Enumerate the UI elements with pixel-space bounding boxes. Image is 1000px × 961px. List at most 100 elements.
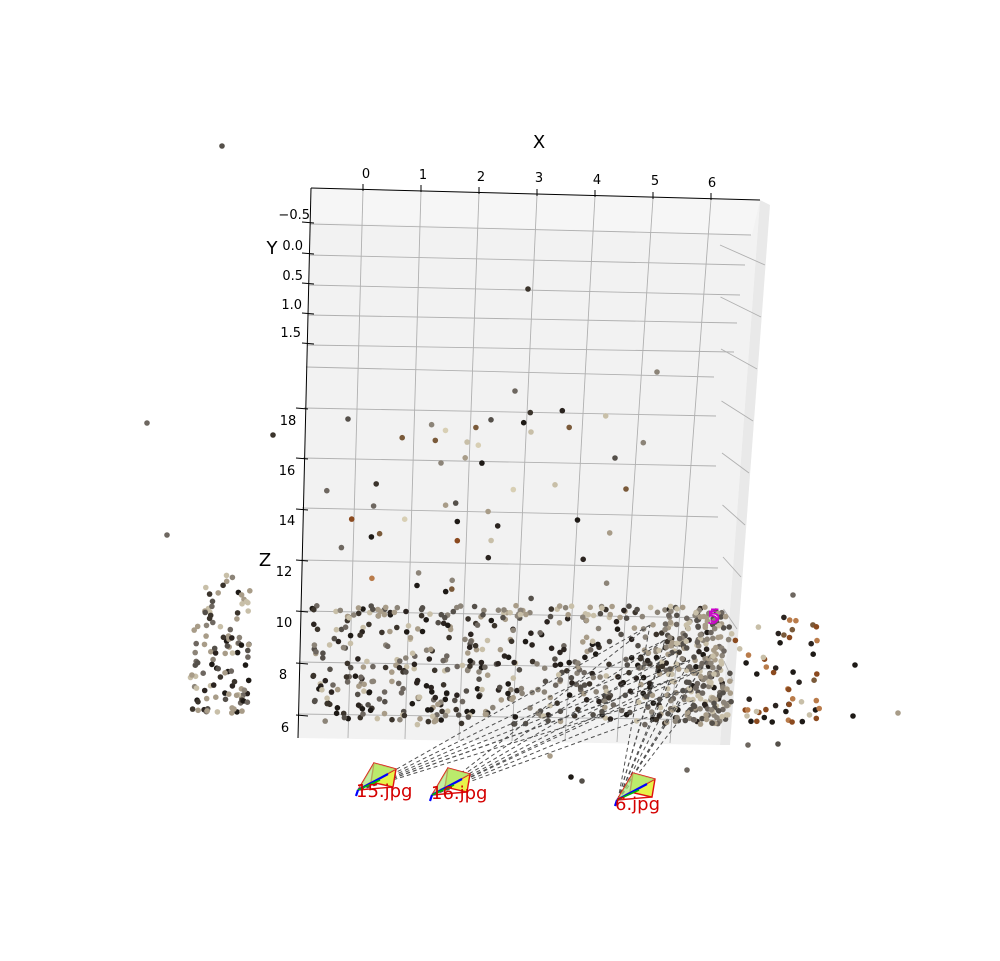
point <box>467 658 474 664</box>
point <box>465 650 471 656</box>
point <box>360 711 366 717</box>
point <box>724 686 730 692</box>
feature-markers: 5 5 <box>707 605 721 629</box>
point <box>603 580 610 586</box>
point <box>813 715 820 722</box>
point <box>194 660 201 666</box>
point <box>716 622 722 629</box>
point <box>452 697 458 704</box>
marker-label: 5 <box>707 607 719 629</box>
point <box>702 604 708 610</box>
point <box>673 621 680 628</box>
point <box>466 644 473 651</box>
point <box>798 699 805 705</box>
point <box>311 698 318 705</box>
point <box>343 674 350 680</box>
point <box>462 455 469 461</box>
point <box>438 717 445 723</box>
point <box>465 714 472 720</box>
point <box>203 695 210 702</box>
point <box>223 572 230 579</box>
point <box>612 455 618 461</box>
camera-label: 16.jpg <box>431 783 487 804</box>
ray-line <box>432 624 651 796</box>
point <box>369 575 375 582</box>
frustum-side <box>617 773 655 800</box>
point <box>429 713 436 720</box>
point <box>626 669 632 676</box>
point <box>389 716 395 723</box>
point <box>201 641 208 648</box>
z-tick-mark <box>295 714 309 717</box>
point <box>320 650 326 656</box>
point <box>850 713 856 719</box>
point <box>472 642 479 649</box>
point <box>498 697 505 703</box>
point <box>725 636 732 643</box>
point <box>534 661 540 667</box>
point <box>548 606 555 612</box>
point <box>640 439 647 446</box>
point <box>575 660 581 666</box>
point <box>728 631 735 637</box>
point <box>374 715 381 722</box>
point <box>555 672 562 678</box>
point <box>220 582 226 589</box>
point <box>719 652 725 659</box>
point <box>701 701 708 708</box>
camera-label: 15.jpg <box>356 781 412 802</box>
point <box>697 673 704 680</box>
point <box>381 689 388 695</box>
point <box>662 626 668 633</box>
point <box>364 658 370 665</box>
point <box>535 686 541 693</box>
point <box>523 611 529 618</box>
point <box>724 702 730 709</box>
point <box>770 669 777 676</box>
point <box>527 705 533 711</box>
point <box>593 689 599 695</box>
point <box>384 643 391 650</box>
point <box>712 616 719 623</box>
point <box>589 638 596 645</box>
ray-line <box>359 679 671 791</box>
point <box>510 694 516 701</box>
point <box>631 625 638 631</box>
point <box>193 685 200 691</box>
point <box>610 702 617 708</box>
point <box>718 658 724 664</box>
point <box>234 616 240 622</box>
point <box>215 590 221 596</box>
point <box>667 697 674 704</box>
z-tick-label: 8 <box>279 668 287 683</box>
point <box>409 700 416 707</box>
point <box>508 638 515 645</box>
point <box>552 662 559 668</box>
point <box>686 679 692 686</box>
point <box>401 516 408 522</box>
point <box>547 753 553 759</box>
point <box>665 671 672 678</box>
point <box>426 656 433 662</box>
point <box>222 670 228 676</box>
point <box>626 603 632 609</box>
point <box>444 708 451 714</box>
point <box>391 609 398 616</box>
point <box>703 646 710 652</box>
point <box>640 626 647 632</box>
point <box>654 369 660 375</box>
point <box>202 609 208 616</box>
point <box>777 640 783 646</box>
point <box>481 607 487 614</box>
point <box>545 712 551 718</box>
point <box>214 709 221 715</box>
point <box>206 615 213 622</box>
point <box>210 656 216 663</box>
point <box>683 638 689 645</box>
point <box>679 655 685 662</box>
point <box>704 618 711 624</box>
point <box>217 623 224 630</box>
ray-line <box>617 659 691 801</box>
point <box>682 717 689 724</box>
point <box>449 586 455 592</box>
